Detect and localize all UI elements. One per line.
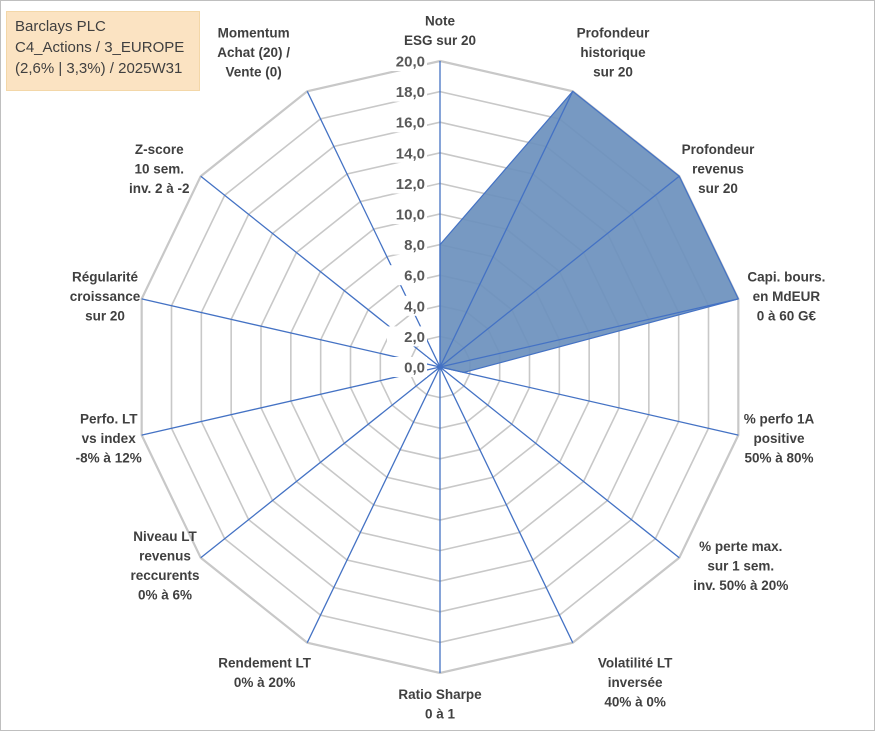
axis-label-line: reccurents	[130, 568, 199, 583]
info-line-company: Barclays PLC	[15, 18, 106, 35]
tick-label-bg	[387, 81, 427, 102]
axis-label-line: en MdEUR	[753, 289, 821, 304]
tick-label-bg	[387, 326, 427, 347]
series-area	[439, 90, 739, 374]
tick-label: 16,0	[396, 115, 425, 132]
axis-label-line: -8% à 12%	[76, 450, 142, 465]
axis-spoke	[439, 175, 680, 368]
axis-spoke	[306, 91, 441, 368]
axis-label-line: inv. 50% à 20%	[693, 578, 788, 593]
axis-label-line: historique	[580, 45, 646, 60]
axis-label: Note ESG sur 20	[404, 14, 476, 49]
axis-label-line: Z-score	[135, 142, 184, 157]
axis-label: Capi. bours. en MdEUR 0 à 60 G€	[747, 270, 825, 324]
axis-label-line: Régularité	[72, 270, 139, 285]
tick-label-bg	[387, 204, 427, 224]
tick-label-bg	[387, 357, 427, 377]
axis-spoke	[439, 366, 574, 643]
tick-label-bg	[387, 265, 427, 286]
axis-label: % perte max. sur 1 sem. inv. 50% à 20%	[693, 539, 788, 593]
axis-label: Volatilité LT inversée 40% à 0%	[598, 656, 673, 710]
axis-label-line: % perfo 1A	[744, 411, 815, 426]
axis-label-line: croissance	[70, 289, 141, 304]
axis-spoke	[439, 366, 739, 436]
info-box: Barclays PLC C4_Actions / 3_EUROPE (2,6%…	[6, 11, 200, 91]
axis-label-line: 50% à 80%	[744, 450, 813, 465]
tick-label: 0,0	[404, 360, 425, 377]
axis-label-line: Momentum	[218, 26, 290, 41]
axis-label-line: 0 à 1	[425, 707, 456, 722]
tick-layer: 0,0 2,0 4,0 6,0 8,0 10,0 12,0 14,0 16,0 18,0 20,0	[387, 51, 427, 377]
axis-label-line: Ratio Sharpe	[398, 687, 482, 702]
axis-spoke	[141, 366, 441, 436]
axis-label: % perfo 1A positive 50% à 80%	[744, 411, 815, 465]
tick-label: 2,0	[404, 329, 425, 346]
axis-label-line: sur 1 sem.	[707, 558, 774, 573]
axis-label-line: 40% à 0%	[604, 695, 666, 710]
tick-label-bg	[387, 112, 427, 133]
tick-label-bg	[387, 295, 427, 316]
tick-label: 20,0	[396, 54, 425, 71]
tick-label: 18,0	[396, 84, 425, 101]
axis-label-line: revenus	[139, 549, 191, 564]
tick-label: 4,0	[404, 298, 425, 315]
axis-label: Régularité croissance sur 20	[70, 270, 141, 324]
info-line-category: C4_Actions / 3_EUROPE	[15, 39, 185, 56]
axis-label: Profondeur revenus sur 20	[682, 142, 755, 196]
axis-label-line: inversée	[608, 675, 663, 690]
axis-label-line: Capi. bours.	[747, 270, 825, 285]
axis-label: Niveau LT revenus reccurents 0% à 6%	[130, 529, 199, 603]
axis-label-line: sur 20	[593, 65, 633, 80]
axis-label-line: % perte max.	[699, 539, 782, 554]
axis-label-line: sur 20	[85, 309, 125, 324]
axis-label: Profondeur historique sur 20	[577, 26, 650, 80]
axis-label-line: Note	[425, 14, 455, 29]
axis-label-line: sur 20	[698, 181, 738, 196]
axis-spoke	[439, 91, 574, 368]
axis-label-line: Rendement LT	[218, 656, 312, 671]
axis-label-line: Profondeur	[682, 142, 755, 157]
axis-label-line: Achat (20) /	[217, 45, 290, 60]
tick-label-bg	[387, 142, 427, 163]
axis-label-line: vs index	[82, 431, 137, 446]
axis-spoke	[306, 366, 441, 643]
tick-label: 6,0	[404, 268, 425, 285]
tick-label-bg	[387, 51, 427, 71]
axis-label-line: Vente (0)	[225, 65, 281, 80]
axis-layer	[141, 61, 739, 673]
axis-label-line: 0% à 6%	[138, 588, 192, 603]
axis-label: Perfo. LT vs index -8% à 12%	[76, 411, 142, 465]
axis-label-line: inv. 2 à -2	[129, 181, 190, 196]
axis-label: Rendement LT 0% à 20%	[218, 656, 312, 691]
axis-label-line: positive	[753, 431, 805, 446]
tick-label: 12,0	[396, 176, 425, 193]
axis-label-line: Profondeur	[577, 26, 650, 41]
axis-label: Ratio Sharpe 0 à 1	[398, 687, 482, 722]
axis-label-line: Volatilité LT	[598, 656, 673, 671]
axis-label-line: revenus	[692, 162, 744, 177]
axis-label-line: ESG sur 20	[404, 33, 476, 48]
tick-label-bg	[387, 234, 427, 255]
axis-label-line: 0% à 20%	[234, 675, 296, 690]
axis-label: Momentum Achat (20) / Vente (0)	[217, 26, 290, 80]
axis-label-line: Perfo. LT	[80, 411, 138, 426]
tick-label: 14,0	[396, 145, 425, 162]
tick-label-bg	[387, 173, 427, 194]
label-layer: Note ESG sur 20 Profondeur historique sur 20…	[70, 14, 826, 722]
axis-spoke	[439, 366, 680, 559]
info-line-stats: (2,6% | 3,3%) / 2025W31	[15, 60, 183, 77]
axis-label: Z-score 10 sem. inv. 2 à -2	[129, 142, 190, 196]
axis-label-line: 0 à 60 G€	[757, 309, 817, 324]
tick-label: 8,0	[404, 237, 425, 254]
axis-label-line: 10 sem.	[135, 162, 185, 177]
axis-spoke	[141, 298, 441, 368]
axis-spoke	[200, 366, 441, 559]
axis-label-line: Niveau LT	[133, 529, 197, 544]
series-layer	[439, 90, 739, 374]
tick-label: 10,0	[396, 207, 425, 224]
axis-spoke	[439, 298, 739, 368]
